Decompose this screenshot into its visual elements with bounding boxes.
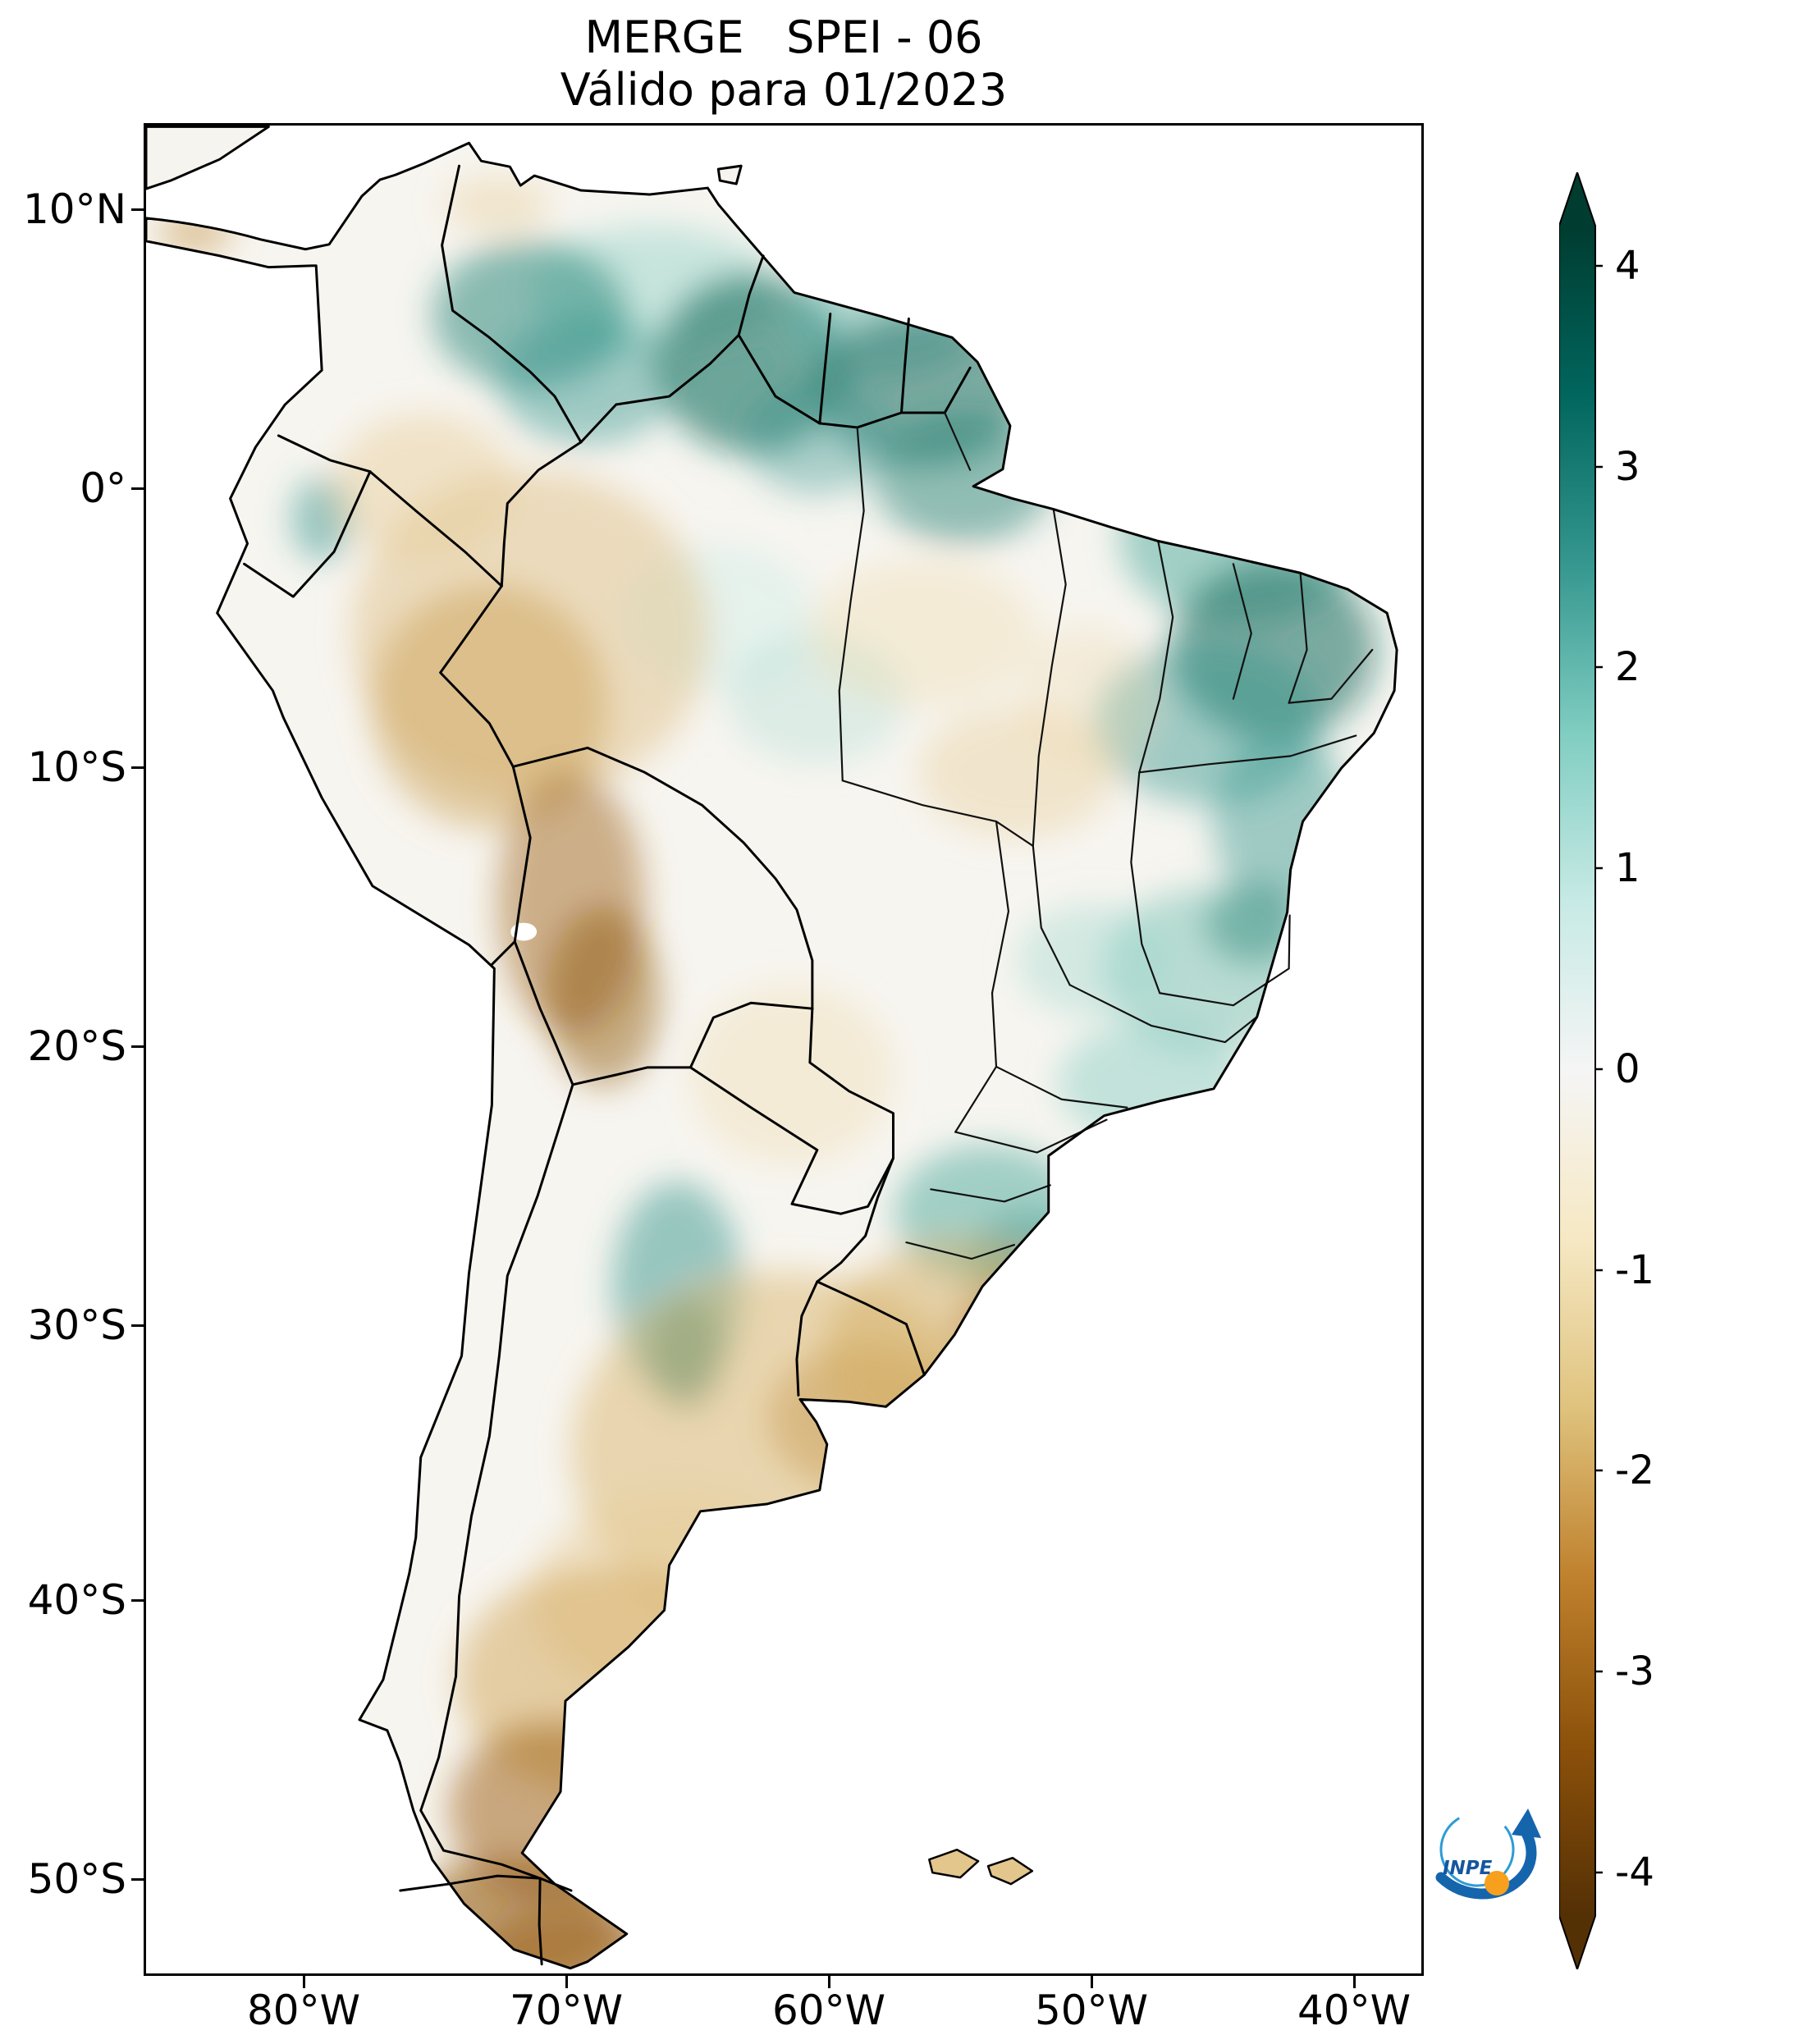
- y-axis-tick: [131, 1878, 144, 1881]
- y-axis-tick: [131, 1324, 144, 1327]
- lat-label-10n: 10°N: [22, 185, 126, 233]
- x-axis-tick: [1353, 1976, 1356, 1988]
- island-west: [928, 1848, 980, 1879]
- y-axis-tick: [131, 766, 144, 769]
- lat-label-30s: 30°S: [27, 1301, 126, 1349]
- state-borders: [838, 411, 1374, 1260]
- cbar-label-m1: -1: [1615, 1247, 1654, 1293]
- x-axis-tick: [303, 1976, 305, 1988]
- colorbar: [1559, 172, 1603, 1969]
- lat-label-50s: 50°S: [27, 1855, 126, 1903]
- x-axis-tick: [565, 1976, 568, 1988]
- country-borders: [243, 164, 972, 1966]
- logo-orange-ball: [1485, 1871, 1509, 1895]
- chart-title: MERGE SPEI - 06: [584, 11, 983, 63]
- logo-arrow-head: [1512, 1809, 1541, 1838]
- cbar-label-3: 3: [1615, 444, 1640, 490]
- cbar-label-m2: -2: [1615, 1447, 1654, 1493]
- cbar-label-m4: -4: [1615, 1850, 1654, 1895]
- lon-label-60w: 60°W: [771, 1987, 886, 2034]
- x-axis-tick: [828, 1976, 830, 1988]
- chart-subtitle: Válido para 01/2023: [560, 64, 1008, 116]
- central-america-corner: [146, 126, 270, 190]
- cbar-label-2: 2: [1615, 644, 1640, 690]
- colorbar-ticks: [1595, 264, 1603, 1874]
- map-plot-area: [144, 123, 1424, 1976]
- y-axis-tick: [131, 208, 144, 211]
- y-axis-tick: [131, 487, 144, 490]
- inpe-logo: INPE: [1435, 1809, 1541, 1900]
- y-axis-tick: [131, 1599, 144, 1602]
- south-america-map: [146, 126, 1398, 1970]
- cbar-label-0: 0: [1615, 1046, 1640, 1092]
- lat-label-10s: 10°S: [27, 743, 126, 791]
- lat-label-40s: 40°S: [27, 1576, 126, 1624]
- cbar-label-4: 4: [1615, 243, 1640, 289]
- island-east: [986, 1856, 1034, 1886]
- colorbar-gradient: [1559, 172, 1596, 1969]
- lat-label-20s: 20°S: [27, 1022, 126, 1070]
- lon-label-70w: 70°W: [509, 1987, 624, 2034]
- lon-label-50w: 50°W: [1034, 1987, 1149, 2034]
- trinidad-island: [716, 164, 743, 185]
- x-axis-tick: [1091, 1976, 1093, 1988]
- cbar-label-m3: -3: [1615, 1648, 1654, 1694]
- lat-label-0: 0°: [80, 464, 126, 512]
- cbar-label-1: 1: [1615, 845, 1640, 891]
- lon-label-80w: 80°W: [246, 1987, 361, 2034]
- logo-arrow-shaft: [1435, 1827, 1537, 1900]
- lon-label-40w: 40°W: [1297, 1987, 1411, 2034]
- y-axis-tick: [131, 1045, 144, 1048]
- logo-inpe-text: INPE: [1443, 1858, 1493, 1879]
